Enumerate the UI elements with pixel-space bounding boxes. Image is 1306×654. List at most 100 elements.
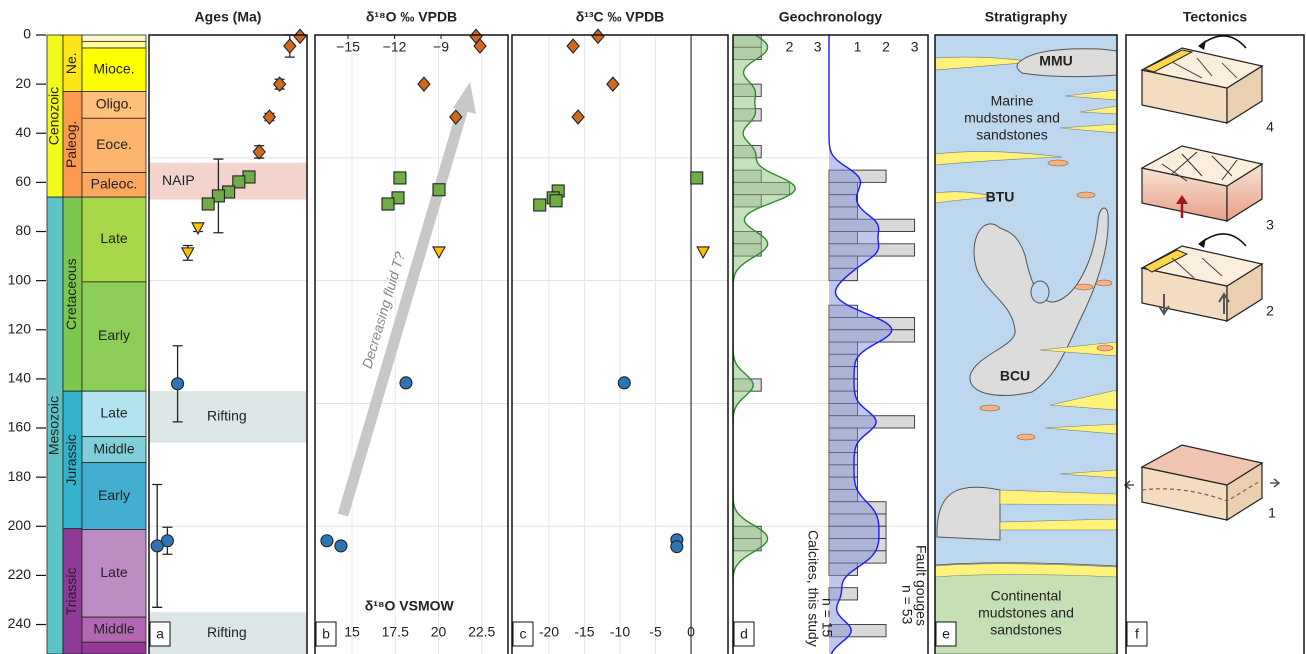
x2-tick-label: −12	[383, 39, 407, 55]
time-unit-label: Mesozoic	[46, 396, 62, 455]
block-diagram	[1142, 234, 1262, 321]
marker	[697, 247, 709, 258]
tectonics-panel: 4 3 2 1 Tectonics f	[1125, 9, 1304, 654]
x-tick-label: 2	[882, 39, 890, 55]
marker	[550, 195, 562, 207]
time-unit-label: Oligo.	[96, 96, 133, 112]
panel-title: Geochronology	[779, 9, 883, 25]
y-tick-label: 220	[8, 566, 32, 582]
time-unit-label: Jurassic	[63, 434, 79, 485]
panel-title: δ¹⁸O ‰ VPDB	[366, 9, 457, 25]
marker	[284, 39, 296, 53]
band-label: Rifting	[207, 408, 247, 424]
marker	[192, 223, 204, 234]
marker	[572, 110, 584, 124]
x-tick-label: -5	[649, 624, 662, 640]
time-unit-label: Paleog.	[63, 121, 79, 168]
marker	[534, 199, 546, 211]
panel-frame	[1126, 35, 1304, 654]
marker	[400, 377, 412, 389]
figure: MMU Marine mudstones and sandstones BTU …	[0, 0, 1306, 654]
time-unit-label: Early	[98, 327, 130, 343]
series-label: Calcites, this study	[805, 530, 821, 647]
trend-arrow-head	[453, 82, 476, 114]
island	[1031, 281, 1049, 303]
time-unit-label: Late	[100, 405, 127, 421]
stage-number: 1	[1268, 505, 1276, 521]
time-unit-label: Triassic	[63, 568, 79, 616]
x-tick-label: -20	[539, 624, 559, 640]
block-diagram	[1142, 146, 1262, 221]
marker	[202, 198, 214, 210]
block-diagram	[1125, 445, 1279, 520]
y-tick-label: 60	[15, 173, 31, 189]
x2-tick-label: −9	[433, 39, 449, 55]
stratigraphy-panel: MMU Marine mudstones and sandstones BTU …	[935, 9, 1117, 654]
panel-label: f	[1135, 626, 1139, 642]
panel-title: Ages (Ma)	[195, 9, 262, 25]
bcu-label: BCU	[1000, 368, 1030, 384]
unit-label: Continental	[991, 588, 1062, 604]
y-tick-label: 120	[8, 320, 32, 336]
x-tick-label: -15	[574, 624, 594, 640]
panel-title: Stratigraphy	[985, 9, 1068, 25]
unit-label: mudstones and	[964, 110, 1060, 126]
trend-arrow	[343, 98, 466, 515]
time-unit-label: Mioce.	[93, 60, 134, 76]
panel-frame	[315, 35, 508, 654]
y-tick-label: 200	[8, 517, 32, 533]
series-count: n = 53	[899, 585, 915, 625]
panel-label: d	[740, 626, 748, 642]
band-label: Rifting	[207, 624, 247, 640]
panel-label: b	[322, 626, 330, 642]
x-tick-label: 2	[786, 39, 794, 55]
marker	[671, 541, 683, 553]
time-unit-label: Cenozoic	[46, 87, 62, 145]
y-tick-label: 240	[8, 615, 32, 631]
marker	[151, 540, 163, 552]
x-tick-label: 22.5	[468, 624, 495, 640]
panel-title: δ¹³C ‰ VPDB	[576, 9, 665, 25]
time-unit-label: Early	[98, 487, 130, 503]
y-tick-label: 0	[23, 26, 31, 42]
marker	[567, 39, 579, 53]
unit-label: sandstones	[990, 622, 1062, 638]
time-unit-label: Ne.	[63, 52, 79, 74]
unit-label: Marine	[991, 93, 1034, 109]
y-tick-label: 20	[15, 75, 31, 91]
time-unit-label: Eoce.	[96, 136, 132, 152]
y-tick-label: 40	[15, 124, 31, 140]
marker	[263, 110, 275, 124]
marker	[182, 248, 194, 259]
x-tick-label: -10	[610, 624, 630, 640]
panel-frame	[149, 35, 307, 654]
marker	[418, 77, 430, 91]
marker	[618, 377, 630, 389]
unit-label: mudstones and	[978, 605, 1074, 621]
y-tick-label: 160	[8, 419, 32, 435]
marker	[607, 77, 619, 91]
band-label: NAIP	[162, 172, 195, 188]
x-tick-label: 17.5	[382, 624, 409, 640]
x-tick-label: 3	[911, 39, 919, 55]
marker	[433, 184, 445, 196]
marker	[335, 540, 347, 552]
histogram-layer	[733, 35, 915, 654]
x-tick-label: 1	[854, 39, 862, 55]
x-axis-label: δ¹⁸O VSMOW	[365, 598, 455, 614]
time-unit	[82, 642, 146, 654]
stage-number: 3	[1266, 217, 1274, 233]
stage-number: 2	[1266, 303, 1274, 319]
panel-label: a	[156, 626, 164, 642]
density-area	[733, 35, 795, 654]
time-unit-label: Cretaceous	[63, 258, 79, 330]
time-unit-label: Paleoc.	[91, 176, 138, 192]
x-tick-label: 15	[344, 624, 360, 640]
series-count: n = 15	[819, 598, 835, 638]
stage-number: 4	[1266, 119, 1274, 135]
x-tick-label: 20	[431, 624, 447, 640]
btu-label: BTU	[986, 189, 1015, 205]
y-tick-label: 140	[8, 370, 32, 386]
time-unit-label: Late	[100, 564, 127, 580]
marker	[394, 172, 406, 184]
